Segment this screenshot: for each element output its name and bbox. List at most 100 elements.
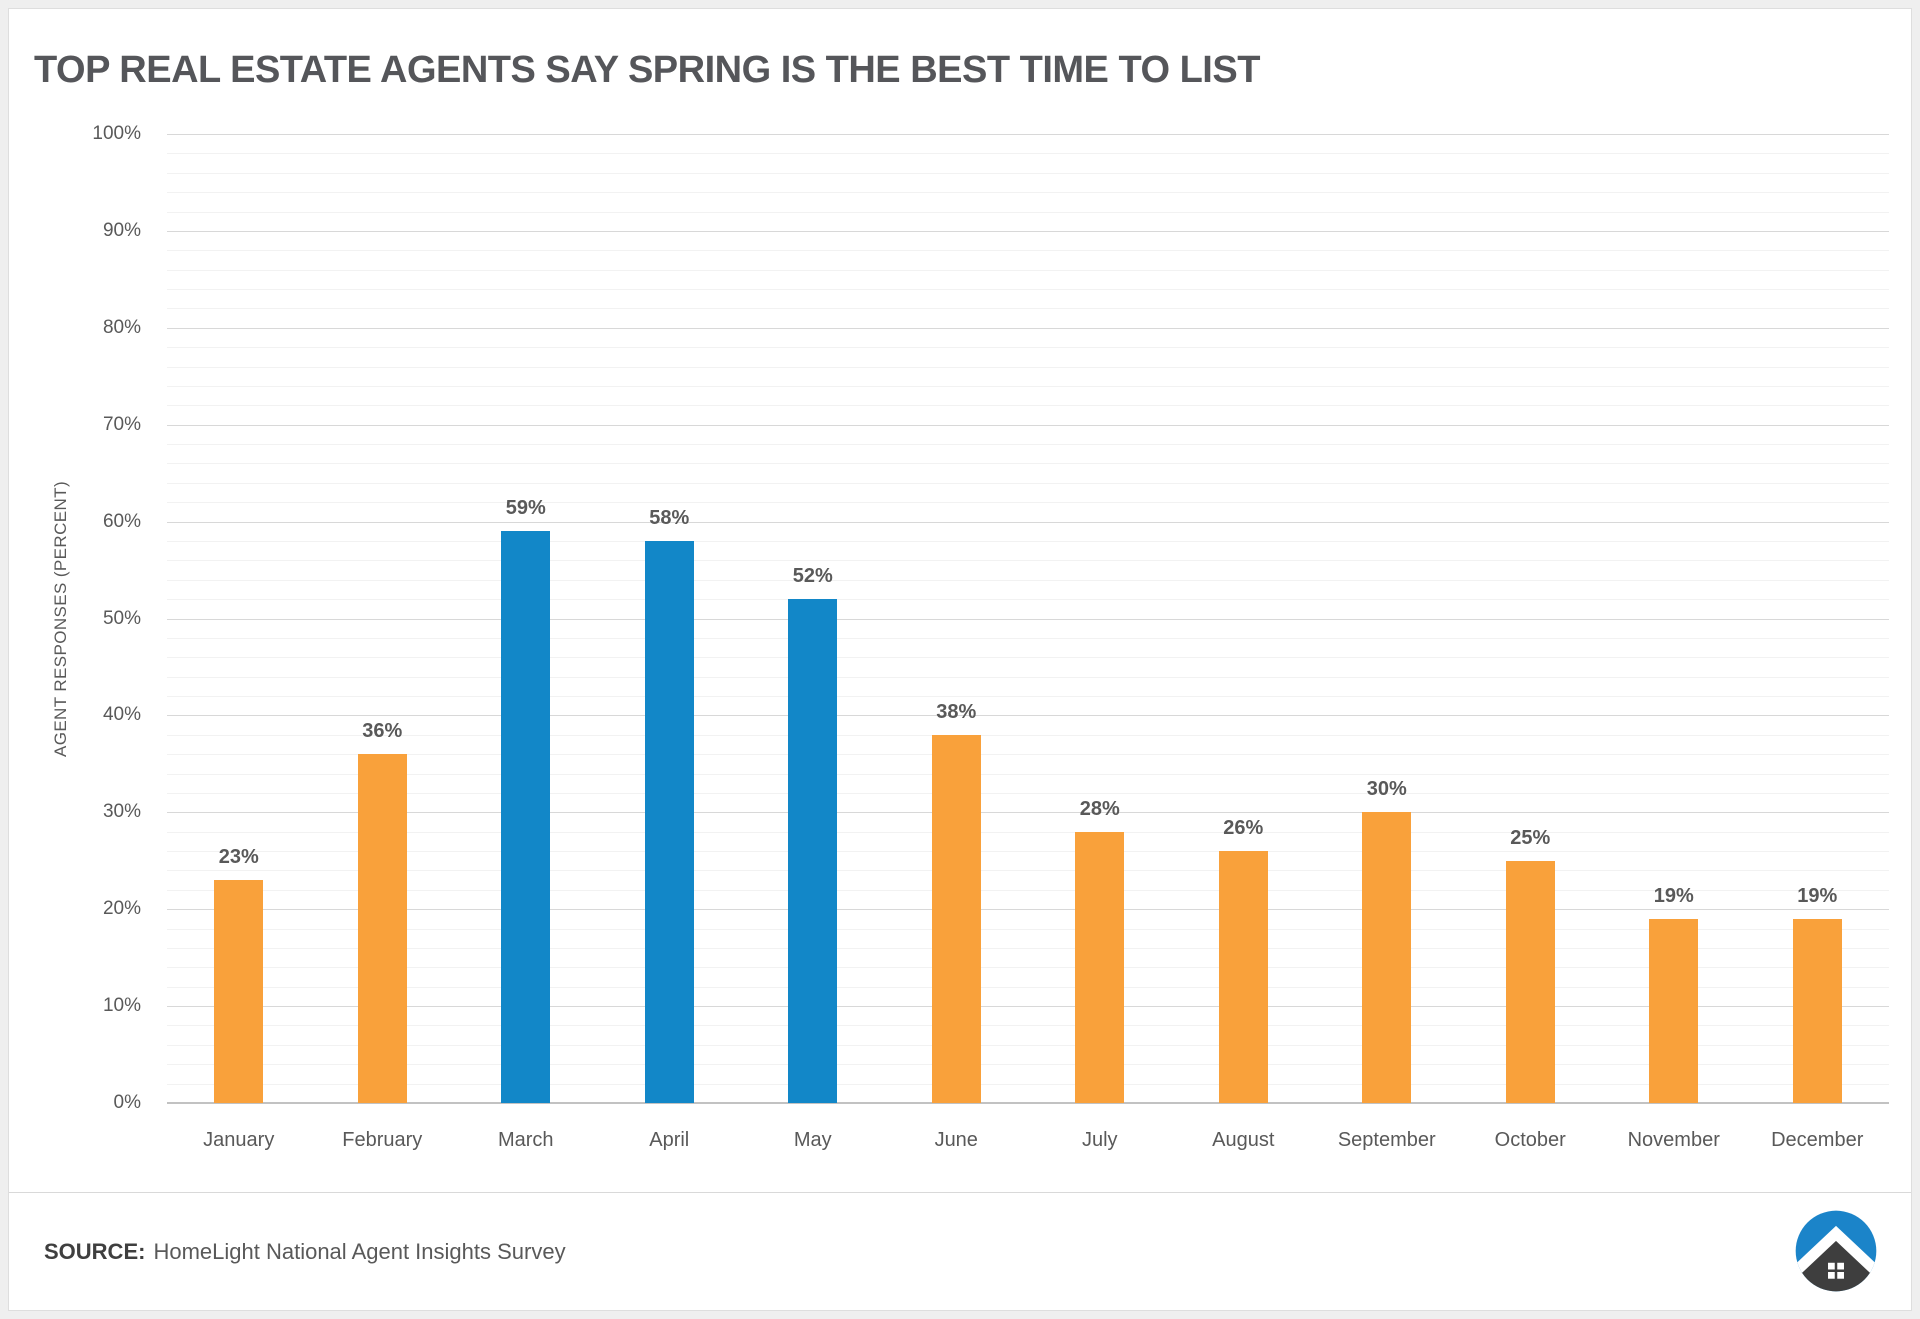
gridline-minor-72 (167, 405, 1889, 407)
y-tick-label-70: 70% (102, 413, 141, 435)
x-axis-baseline (167, 1102, 1889, 1104)
y-tick-label-40: 40% (102, 704, 141, 726)
gridline-minor-98 (167, 153, 1889, 155)
source-text: HomeLight National Agent Insights Survey (153, 1239, 566, 1264)
source-label: SOURCE: (44, 1239, 146, 1264)
gridline-minor-96 (167, 172, 1889, 174)
gridline-minor-16 (167, 947, 1889, 949)
y-tick-label-100: 100% (92, 123, 141, 144)
bar-value-label-march: 59% (505, 497, 546, 520)
gridline-minor-22 (167, 889, 1889, 891)
y-tick-label-90: 90% (102, 219, 141, 241)
bar-september (1362, 812, 1412, 1103)
gridline-minor-4 (167, 1064, 1889, 1066)
gridline-minor-92 (167, 211, 1889, 213)
gridline-minor-12 (167, 986, 1889, 988)
gridline-major-50 (167, 618, 1889, 620)
gridline-minor-28 (167, 831, 1889, 833)
logo-chevron (1795, 1225, 1877, 1279)
y-tick-label-30: 30% (102, 801, 141, 823)
gridline-minor-52 (167, 599, 1889, 601)
gridline-minor-26 (167, 851, 1889, 853)
bar-july (1075, 831, 1125, 1103)
x-tick-label-may: May (793, 1129, 832, 1151)
gridline-minor-32 (167, 792, 1889, 794)
x-tick-label-june: June (934, 1129, 978, 1151)
bar-value-label-november: 19% (1653, 884, 1694, 907)
y-tick-label-20: 20% (102, 898, 141, 920)
gridline-minor-68 (167, 444, 1889, 446)
footer-divider (9, 1192, 1911, 1193)
bar-value-label-february: 36% (362, 720, 403, 743)
gridline-minor-66 (167, 463, 1889, 465)
logo-window (1828, 1262, 1844, 1279)
bar-december (1792, 918, 1842, 1103)
x-tick-label-august: August (1212, 1129, 1275, 1151)
gridline-minor-46 (167, 657, 1889, 659)
gridline-minor-94 (167, 192, 1889, 194)
bar-value-label-june: 38% (936, 700, 977, 723)
gridline-major-20 (167, 909, 1889, 911)
chart-title: TOP REAL ESTATE AGENTS SAY SPRING IS THE… (34, 49, 1260, 91)
gridline-minor-34 (167, 773, 1889, 775)
x-tick-label-september: September (1337, 1129, 1436, 1151)
bar-value-label-october: 25% (1510, 826, 1551, 849)
bar-value-label-july: 28% (1079, 797, 1120, 820)
x-tick-label-november: November (1627, 1129, 1720, 1151)
footer: SOURCE: HomeLight National Agent Insights… (9, 1193, 1911, 1311)
y-tick-label-50: 50% (102, 607, 141, 629)
bar-august (1218, 851, 1268, 1103)
bar-may (788, 599, 838, 1103)
logo-window-pane (1828, 1262, 1835, 1270)
bar-february (357, 754, 407, 1103)
bar-november (1649, 918, 1699, 1103)
gridline-major-60 (167, 521, 1889, 523)
gridline-minor-48 (167, 637, 1889, 639)
x-tick-label-july: July (1081, 1129, 1118, 1151)
gridline-minor-54 (167, 579, 1889, 581)
bar-value-label-august: 26% (1223, 817, 1264, 840)
gridline-minor-24 (167, 870, 1889, 872)
gridline-minor-38 (167, 734, 1889, 736)
gridline-minor-2 (167, 1083, 1889, 1085)
gridline-minor-86 (167, 269, 1889, 271)
x-tick-label-april: April (649, 1129, 690, 1151)
bar-january (214, 880, 264, 1103)
logo-window-pane (1828, 1272, 1835, 1279)
bar-value-label-may: 52% (792, 565, 833, 588)
bar-value-label-january: 23% (218, 846, 259, 869)
y-tick-label-10: 10% (102, 995, 141, 1017)
gridline-minor-44 (167, 676, 1889, 678)
gridline-minor-78 (167, 347, 1889, 349)
logo-window-pane (1837, 1262, 1844, 1270)
homelight-logo-icon (1795, 1210, 1877, 1292)
bar-march (501, 531, 551, 1103)
bar-value-label-april: 58% (649, 506, 690, 529)
gridline-minor-76 (167, 366, 1889, 368)
gridline-minor-64 (167, 482, 1889, 484)
gridline-minor-58 (167, 540, 1889, 542)
bar-value-label-december: 19% (1797, 884, 1838, 907)
gridline-major-30 (167, 812, 1889, 814)
gridline-minor-18 (167, 928, 1889, 930)
bar-june (931, 734, 981, 1103)
gridline-major-10 (167, 1006, 1889, 1008)
gridline-minor-88 (167, 250, 1889, 252)
logo-window-pane (1837, 1272, 1844, 1279)
chart-card: TOP REAL ESTATE AGENTS SAY SPRING IS THE… (8, 8, 1912, 1311)
x-tick-label-december: December (1771, 1129, 1864, 1151)
gridline-major-40 (167, 715, 1889, 717)
gridline-minor-84 (167, 289, 1889, 291)
gridline-major-70 (167, 424, 1889, 426)
x-tick-label-january: January (203, 1129, 275, 1151)
y-tick-label-0: 0% (113, 1092, 141, 1113)
gridline-minor-36 (167, 754, 1889, 756)
logo-house (1800, 1235, 1872, 1292)
gridline-major-90 (167, 230, 1889, 232)
x-tick-label-march: March (497, 1129, 554, 1151)
bar-value-label-september: 30% (1366, 778, 1407, 801)
bar-april (644, 540, 694, 1103)
gridline-major-100 (167, 134, 1889, 135)
y-tick-label-60: 60% (102, 510, 141, 532)
gridline-minor-74 (167, 385, 1889, 387)
